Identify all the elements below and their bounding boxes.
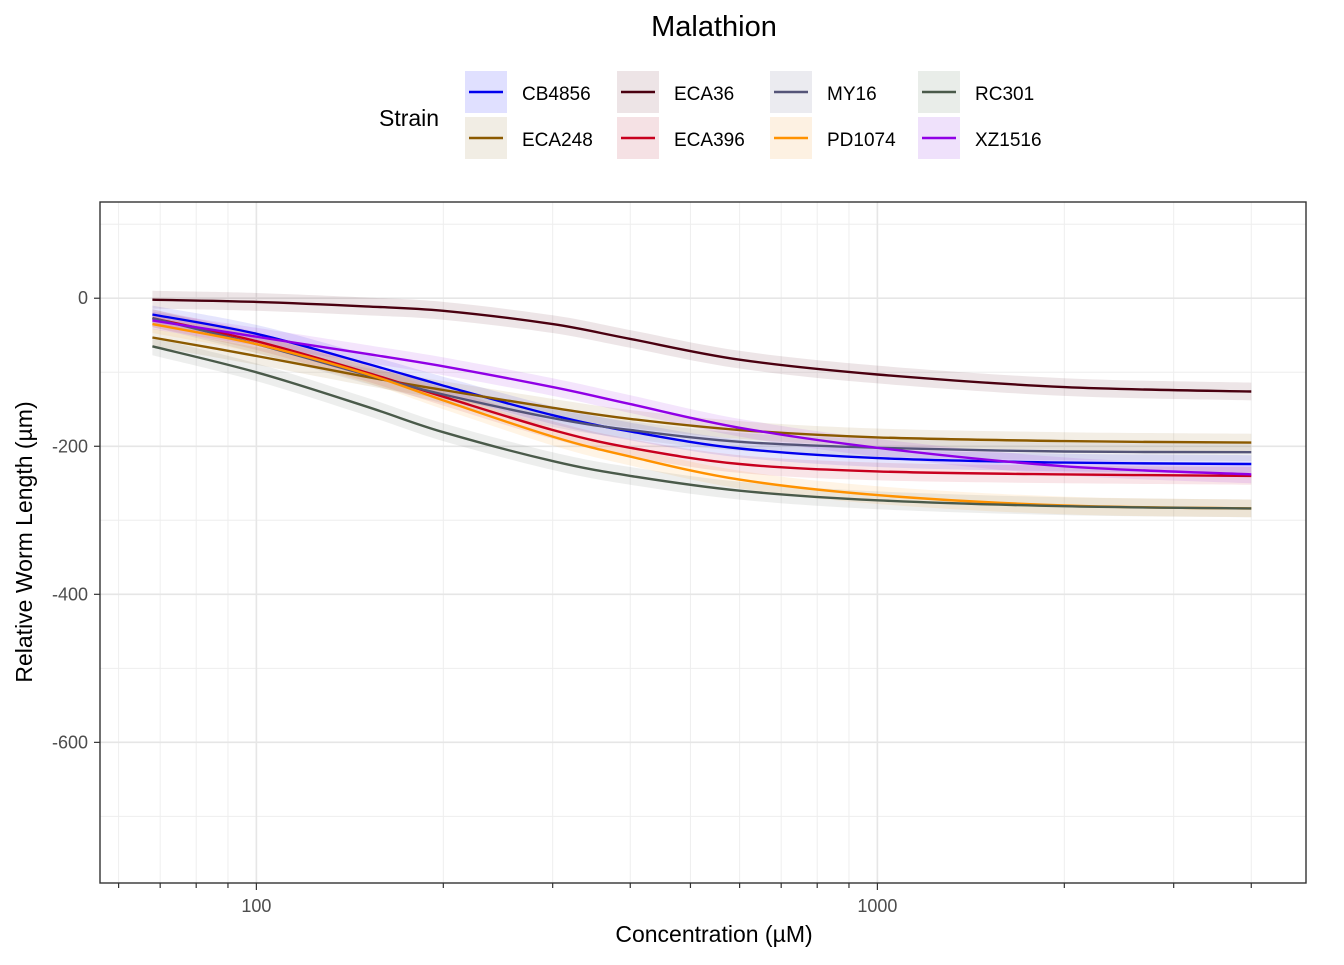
- legend-label-xz1516: XZ1516: [975, 130, 1042, 151]
- grid-major: [100, 202, 1306, 883]
- y-tick-label: 0: [78, 288, 88, 308]
- series-lines: [152, 298, 1252, 510]
- legend-label-my16: MY16: [827, 84, 877, 105]
- plot-border: [99, 201, 1307, 884]
- grid-minor: [100, 202, 1306, 883]
- ribbon-eca396: [152, 309, 1252, 485]
- legend: CB4856 ECA248 ECA36 ECA396 MY16 PD1074 RC301 XZ…: [465, 71, 1042, 159]
- x-axis-label: Concentration (µM): [615, 921, 812, 947]
- line-xz1516: [152, 319, 1252, 476]
- legend-label-eca396: ECA396: [674, 130, 745, 151]
- line-pd1074: [152, 322, 1252, 510]
- line-eca248: [152, 336, 1252, 444]
- ribbon-my16: [152, 309, 1252, 462]
- legend-label-eca248: ECA248: [522, 130, 593, 151]
- ribbon-eca36: [152, 290, 1252, 401]
- legend-label-rc301: RC301: [975, 84, 1034, 105]
- legend-label-pd1074: PD1074: [827, 130, 896, 151]
- y-axis-label: Relative Worm Length (µm): [11, 401, 37, 682]
- y-axis: 0 -200 -400 -600: [52, 288, 100, 752]
- line-rc301: [152, 345, 1252, 510]
- legend-label-cb4856: CB4856: [522, 84, 591, 105]
- x-axis: 100 1000: [118, 883, 1252, 916]
- ribbon-rc301: [152, 337, 1252, 518]
- ribbon-xz1516: [152, 311, 1252, 484]
- line-eca396: [152, 317, 1252, 478]
- x-tick-label: 100: [241, 896, 271, 916]
- y-tick-label: -600: [52, 732, 88, 752]
- legend-title: Strain: [379, 105, 439, 131]
- y-tick-label: -400: [52, 584, 88, 604]
- x-tick-label: 1000: [857, 896, 897, 916]
- plot-panel: [100, 202, 1306, 883]
- line-eca36: [152, 298, 1252, 393]
- y-tick-label: -200: [52, 436, 88, 456]
- legend-label-eca36: ECA36: [674, 84, 734, 105]
- chart-title: Malathion: [651, 11, 777, 43]
- ribbon-pd1074: [152, 315, 1252, 518]
